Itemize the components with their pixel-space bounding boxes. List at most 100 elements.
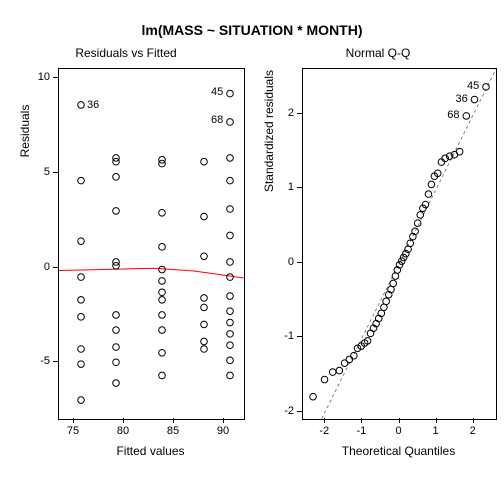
panelA-point <box>78 314 85 321</box>
panelB-reference-line <box>303 69 496 419</box>
panelB-svg <box>303 69 496 419</box>
panelB-xtick: -2 <box>319 425 329 437</box>
panelA-xlabel: Fitted values <box>58 444 243 458</box>
panelB-point <box>471 96 478 103</box>
panelA-point <box>113 327 120 334</box>
panelB-point <box>383 298 390 305</box>
panelB-xlabel: Theoretical Quantiles <box>302 444 495 458</box>
panelA-point <box>227 232 234 239</box>
panelB-point <box>414 220 421 227</box>
panelB-point <box>390 280 397 287</box>
panelB-outlier-label: 45 <box>467 80 479 92</box>
panelA-point <box>201 346 208 353</box>
panelB-outlier-label: 68 <box>447 109 459 121</box>
panelA-outlier-label: 45 <box>211 86 223 98</box>
panelA-point <box>227 342 234 349</box>
panelA-point <box>78 274 85 281</box>
panelA-point <box>159 327 166 334</box>
panelB-xtick: 1 <box>433 425 439 437</box>
panelA-point <box>227 308 234 315</box>
panelB-outlier-label: 36 <box>455 93 467 105</box>
panelB-point <box>417 212 424 219</box>
panelA-point <box>227 357 234 364</box>
panelA-point <box>78 297 85 304</box>
panelB-point <box>463 113 470 120</box>
panelA-point <box>159 297 166 304</box>
residuals-vs-fitted-panel: Residuals vs Fitted75808590-50510Fitted … <box>0 54 252 488</box>
panelA-point <box>159 289 166 296</box>
panelA-point <box>201 338 208 345</box>
panelA-point <box>159 278 166 285</box>
panelA-point <box>227 274 234 281</box>
panelB-ytick: 1 <box>274 181 294 193</box>
normal-qq-panel: Normal Q-Q-2-1012-2-1012Theoretical Quan… <box>252 54 504 488</box>
panelA-point <box>78 177 85 184</box>
panelA-outlier-label: 36 <box>87 99 99 111</box>
panelB-ytick: -1 <box>274 330 294 342</box>
panelA-point <box>227 331 234 338</box>
panelB-ytick: 0 <box>274 256 294 268</box>
panelB-point <box>310 393 317 400</box>
panelB-point <box>336 367 343 374</box>
panelA-ytick: 5 <box>30 166 50 178</box>
panelA-point <box>227 319 234 326</box>
panelA-ytick: -5 <box>30 355 50 367</box>
panelB-point <box>425 191 432 198</box>
panelB-ylabel: Standardized residuals <box>262 0 276 306</box>
panelA-xtick: 90 <box>217 425 229 437</box>
panelB-title: Normal Q-Q <box>252 46 504 60</box>
panelA-point <box>227 259 234 266</box>
panelA-point <box>201 304 208 311</box>
panelA-point <box>159 372 166 379</box>
panelA-point <box>78 346 85 353</box>
panelA-point <box>113 380 120 387</box>
panelA-point <box>78 238 85 245</box>
panelA-point <box>78 397 85 404</box>
panelA-point <box>227 206 234 213</box>
panelB-xtick: 0 <box>395 425 401 437</box>
panelA-point <box>159 244 166 251</box>
panelB-point <box>428 181 435 188</box>
panelA-point <box>227 90 234 97</box>
panelB-xtick: 2 <box>470 425 476 437</box>
panelA-point <box>159 209 166 216</box>
panelA-point <box>201 295 208 302</box>
panelA-trend-line <box>59 268 244 278</box>
panelB-plot-area <box>302 68 497 420</box>
panelA-point <box>227 177 234 184</box>
panelA-point <box>201 158 208 165</box>
panelA-point <box>227 119 234 126</box>
panelB-xtick: -1 <box>356 425 366 437</box>
panelA-point <box>113 174 120 181</box>
panelA-point <box>201 321 208 328</box>
panelA-point <box>159 349 166 356</box>
panelA-xtick: 80 <box>117 425 129 437</box>
main-title: lm(MASS ~ SITUATION * MONTH) <box>0 22 504 38</box>
panelA-point <box>201 213 208 220</box>
panelA-ytick: 0 <box>30 261 50 273</box>
panelB-point <box>438 159 445 166</box>
panelA-point <box>113 208 120 215</box>
panelA-point <box>113 344 120 351</box>
panelA-point <box>78 361 85 368</box>
panelA-point <box>201 253 208 260</box>
panelB-ytick: -2 <box>274 405 294 417</box>
panelB-point <box>321 376 328 383</box>
panelA-ytick: 10 <box>30 71 50 83</box>
panelB-point <box>329 369 336 376</box>
panelA-point <box>227 293 234 300</box>
panelA-xtick: 75 <box>67 425 79 437</box>
panelA-point <box>159 312 166 319</box>
panelA-point <box>113 312 120 319</box>
panelA-outlier-label: 68 <box>211 114 223 126</box>
panelB-point <box>346 356 353 363</box>
panelA-title: Residuals vs Fitted <box>0 46 252 60</box>
panelA-point <box>78 102 85 109</box>
panelA-point <box>227 155 234 162</box>
panelB-ytick: 2 <box>274 107 294 119</box>
panelA-point <box>159 266 166 273</box>
panelA-point <box>227 372 234 379</box>
panelA-point <box>113 359 120 366</box>
panelA-ylabel: Residuals <box>18 0 32 306</box>
panelB-point <box>456 148 463 155</box>
